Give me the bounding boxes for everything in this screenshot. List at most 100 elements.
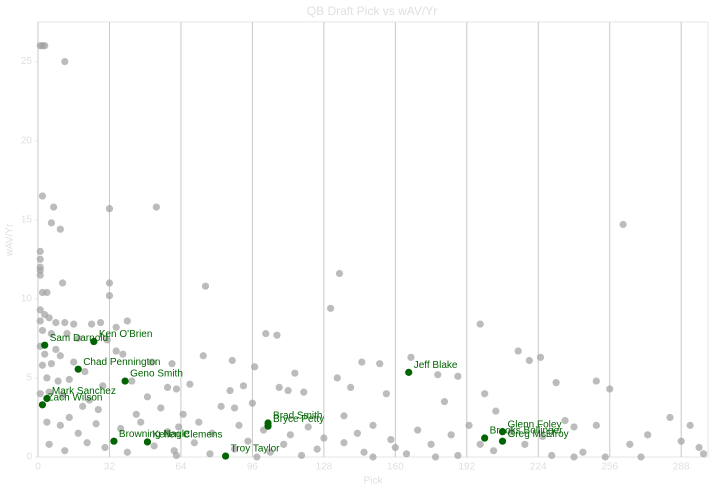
y-tick-label: 20 bbox=[21, 135, 33, 146]
chart-title: QB Draft Pick vs wAV/Yr bbox=[307, 4, 437, 18]
point bbox=[402, 450, 411, 458]
point bbox=[313, 445, 321, 453]
point bbox=[454, 451, 462, 460]
x-axis-label: Pick bbox=[364, 476, 384, 487]
point bbox=[88, 320, 96, 328]
point bbox=[152, 203, 160, 211]
point bbox=[539, 432, 547, 441]
point bbox=[70, 320, 78, 328]
point bbox=[38, 361, 47, 369]
point bbox=[273, 331, 281, 339]
point-label: Zach Wilson bbox=[47, 392, 102, 403]
point bbox=[99, 382, 107, 390]
point bbox=[83, 439, 91, 447]
point bbox=[644, 431, 652, 439]
point bbox=[105, 205, 114, 213]
point bbox=[465, 421, 473, 429]
point bbox=[179, 410, 187, 418]
point bbox=[248, 399, 256, 407]
point bbox=[476, 440, 484, 448]
point bbox=[81, 367, 89, 376]
x-tick-label: 96 bbox=[247, 462, 259, 473]
point bbox=[353, 429, 361, 437]
point bbox=[369, 453, 377, 461]
point bbox=[492, 407, 500, 415]
point bbox=[376, 360, 384, 368]
point bbox=[61, 447, 69, 455]
point bbox=[163, 383, 172, 391]
point bbox=[434, 371, 442, 379]
point bbox=[105, 279, 114, 287]
point-label: Mark Sanchez bbox=[52, 386, 116, 397]
point bbox=[606, 385, 614, 393]
point bbox=[335, 269, 344, 278]
point bbox=[427, 440, 435, 448]
point bbox=[105, 292, 114, 300]
point bbox=[304, 423, 312, 431]
x-tick-label: 160 bbox=[387, 462, 404, 473]
point-label: Jeff Blake bbox=[414, 360, 458, 371]
point bbox=[592, 421, 600, 429]
point bbox=[300, 388, 308, 396]
point bbox=[43, 288, 51, 297]
highlight-point bbox=[43, 394, 51, 403]
point bbox=[536, 353, 545, 361]
point bbox=[199, 352, 207, 360]
y-tick-label: 5 bbox=[26, 373, 32, 384]
point bbox=[38, 326, 47, 335]
point bbox=[369, 421, 377, 429]
point bbox=[454, 372, 462, 380]
point bbox=[175, 423, 183, 431]
point bbox=[103, 336, 111, 344]
point bbox=[65, 375, 73, 384]
point bbox=[208, 429, 216, 437]
point bbox=[391, 443, 399, 452]
point bbox=[36, 247, 44, 255]
point bbox=[695, 443, 703, 452]
point bbox=[43, 418, 51, 426]
point bbox=[117, 424, 125, 433]
point bbox=[36, 306, 44, 314]
point bbox=[63, 330, 71, 338]
point bbox=[262, 330, 270, 338]
point bbox=[592, 377, 600, 385]
point bbox=[228, 356, 236, 365]
point bbox=[525, 356, 533, 365]
point bbox=[123, 448, 131, 456]
point bbox=[490, 447, 498, 455]
point bbox=[481, 390, 489, 398]
point bbox=[56, 352, 64, 360]
point bbox=[253, 453, 261, 461]
point bbox=[52, 345, 60, 354]
point bbox=[96, 318, 105, 327]
point bbox=[168, 360, 176, 368]
point bbox=[239, 382, 248, 390]
point bbox=[58, 391, 67, 399]
point bbox=[601, 453, 609, 461]
point bbox=[387, 436, 395, 444]
point bbox=[45, 388, 53, 396]
point bbox=[230, 404, 239, 412]
point bbox=[36, 271, 44, 279]
point bbox=[65, 413, 73, 422]
point bbox=[195, 418, 203, 426]
point bbox=[514, 347, 522, 355]
highlight-point bbox=[264, 422, 272, 430]
highlight-point bbox=[405, 368, 413, 376]
point bbox=[74, 429, 82, 437]
point bbox=[579, 448, 587, 456]
highlight-point bbox=[41, 341, 49, 349]
point bbox=[280, 440, 288, 448]
point bbox=[284, 386, 292, 395]
highlight-point bbox=[38, 401, 47, 409]
point bbox=[186, 380, 194, 388]
point bbox=[101, 443, 109, 452]
point bbox=[266, 448, 274, 456]
point bbox=[36, 390, 44, 398]
highlight-point bbox=[74, 365, 82, 373]
point bbox=[85, 396, 93, 404]
y-tick-label: 25 bbox=[21, 56, 33, 67]
point bbox=[206, 450, 214, 458]
point bbox=[320, 434, 328, 442]
point bbox=[286, 431, 294, 439]
